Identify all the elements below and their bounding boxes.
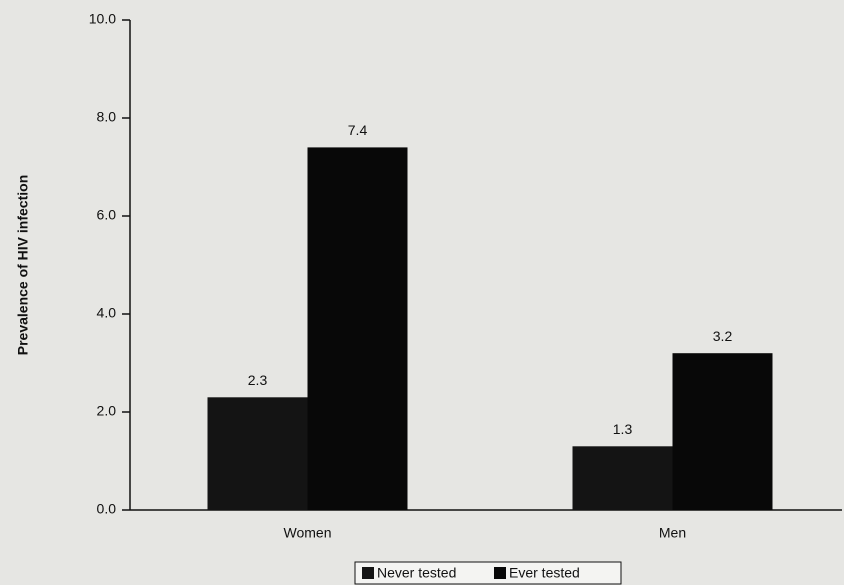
bar [307, 147, 408, 510]
value-label: 7.4 [348, 122, 368, 138]
y-tick-label: 10.0 [89, 11, 116, 27]
legend-label: Never tested [377, 565, 456, 581]
legend-swatch [494, 567, 506, 579]
bar [207, 397, 308, 510]
legend-box [354, 561, 622, 585]
bar [572, 446, 673, 510]
y-tick-label: 0.0 [97, 501, 117, 517]
value-label: 2.3 [248, 372, 268, 388]
y-tick-label: 2.0 [97, 403, 117, 419]
y-tick-label: 4.0 [97, 305, 117, 321]
y-axis-label: Prevalence of HIV infection [15, 175, 31, 356]
legend-label: Ever tested [509, 565, 580, 581]
y-tick-label: 6.0 [97, 207, 117, 223]
x-tick-label: Men [659, 525, 686, 541]
legend-swatch [362, 567, 374, 579]
x-tick-label: Women [284, 525, 332, 541]
value-label: 3.2 [713, 328, 733, 344]
y-tick-label: 8.0 [97, 109, 117, 125]
bar [672, 353, 773, 510]
value-label: 1.3 [613, 421, 633, 437]
